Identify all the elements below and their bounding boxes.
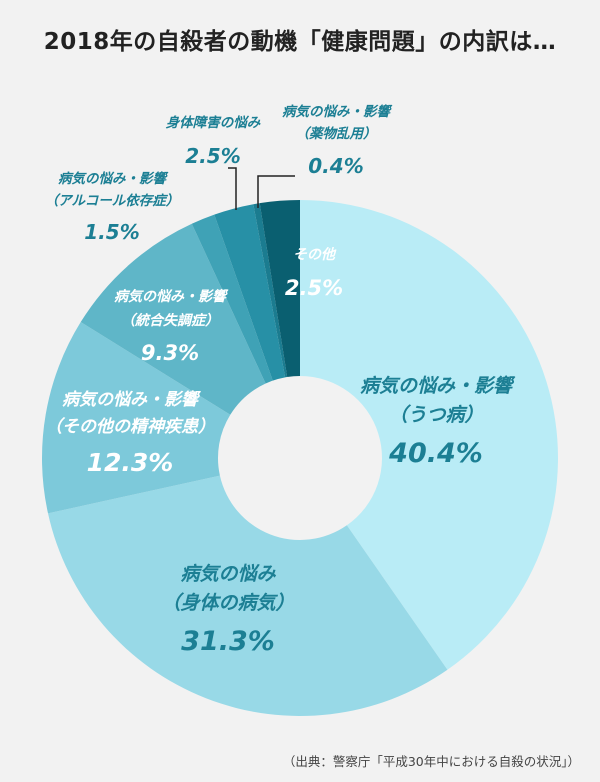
chart-title: 2018年の自殺者の動機「健康問題」の内訳は… bbox=[43, 29, 557, 55]
slice-label-4: 病気の悩み・影響 （アルコール依存症） 1.5% bbox=[45, 171, 180, 244]
slice-category-label: 病気の悩み bbox=[180, 563, 276, 585]
slice-category-label: 病気の悩み・影響 bbox=[282, 104, 392, 120]
slice-value-label: 9.3% bbox=[141, 341, 199, 365]
slice-category-sublabel: （アルコール依存症） bbox=[45, 193, 180, 209]
slice-label-7: その他 2.5% bbox=[285, 246, 343, 300]
slice-value-label: 2.5% bbox=[285, 276, 343, 300]
slice-6 bbox=[253, 203, 288, 378]
slice-label-3: 病気の悩み・影響 （統合失調症） 9.3% bbox=[114, 288, 229, 365]
slice-value-label: 31.3% bbox=[181, 626, 275, 657]
source-note: （出典：警察庁「平成30年中における自殺の状況」） bbox=[282, 754, 580, 769]
slice-category-label: 病気の悩み・影響 bbox=[360, 375, 516, 397]
slice-value-label: 12.3% bbox=[87, 448, 174, 477]
slice-category-label: 病気の悩み・影響 bbox=[62, 390, 202, 410]
leader-line-0 bbox=[228, 167, 237, 210]
slice-label-6: 病気の悩み・影響 （薬物乱用） 0.4% bbox=[282, 104, 392, 178]
slice-category-label: その他 bbox=[293, 246, 337, 263]
slice-category-label: 病気の悩み・影響 bbox=[114, 288, 229, 305]
slice-category-label: 身体障害の悩み bbox=[166, 115, 261, 131]
slice-label-5: 身体障害の悩み 2.5% bbox=[166, 115, 261, 168]
slice-label-0: 病気の悩み・影響 （うつ病） 40.4% bbox=[360, 375, 516, 469]
slice-value-label: 40.4% bbox=[388, 438, 483, 469]
slice-category-label: 病気の悩み・影響 bbox=[58, 171, 168, 187]
slice-category-sublabel: （その他の精神疾患） bbox=[45, 417, 215, 437]
slice-0 bbox=[300, 200, 559, 670]
slice-category-sublabel: （統合失調症） bbox=[121, 312, 219, 329]
leader-line-1 bbox=[257, 175, 295, 208]
slice-1 bbox=[48, 475, 448, 716]
slice-category-sublabel: （うつ病） bbox=[388, 404, 483, 426]
slice-value-label: 0.4% bbox=[308, 154, 363, 178]
slice-4 bbox=[191, 214, 273, 384]
slice-category-sublabel: （薬物乱用） bbox=[296, 126, 377, 142]
slice-label-1: 病気の悩み （身体の病気） 31.3% bbox=[161, 563, 294, 657]
slice-value-label: 2.5% bbox=[185, 144, 240, 168]
slice-category-sublabel: （身体の病気） bbox=[161, 592, 294, 614]
slice-7 bbox=[259, 200, 300, 378]
slice-value-label: 1.5% bbox=[84, 220, 139, 244]
slice-3 bbox=[80, 223, 266, 415]
slice-5 bbox=[214, 204, 286, 381]
slice-2 bbox=[42, 322, 231, 514]
slice-label-2: 病気の悩み・影響 （その他の精神疾患） 12.3% bbox=[45, 390, 215, 477]
